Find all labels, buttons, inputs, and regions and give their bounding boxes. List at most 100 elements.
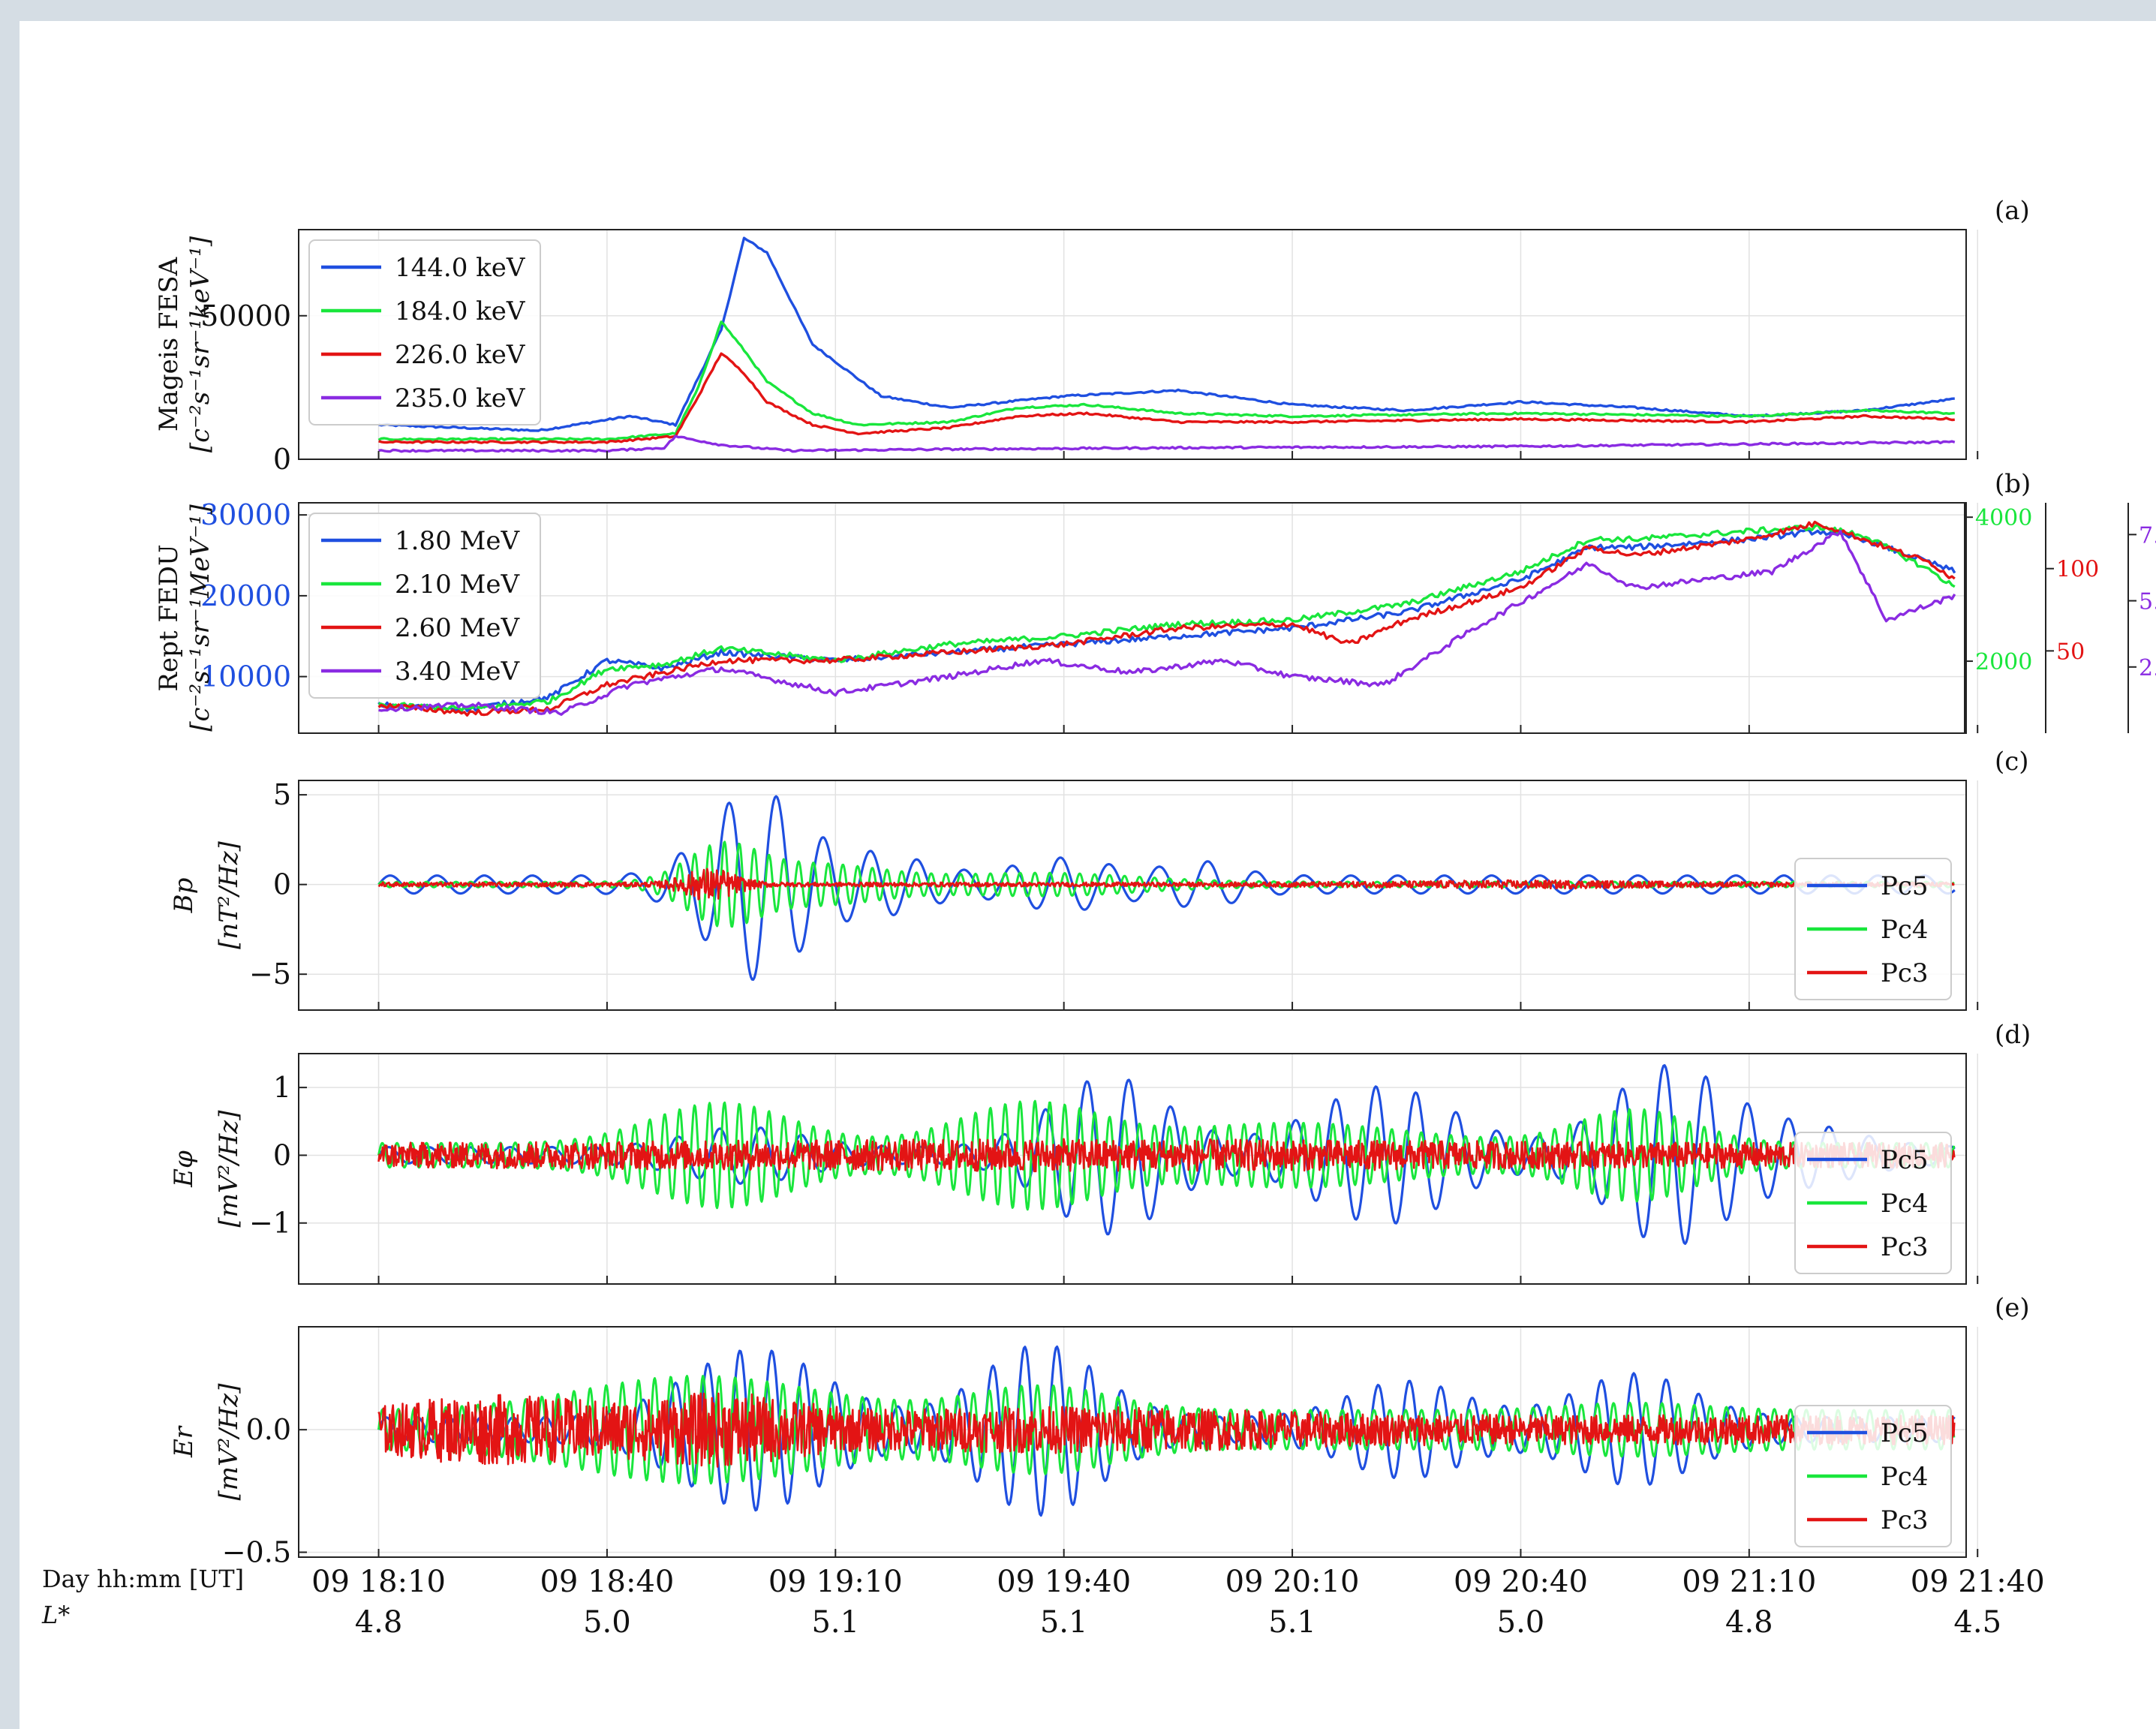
panel-a-series-2: [378, 352, 1955, 444]
x-tick-lstar-label: 4.8: [355, 1605, 403, 1640]
panel-e-legend-label-2: Pc3: [1881, 1505, 1929, 1535]
panel-a-legend: 144.0 keV 184.0 keV 226.0 keV 235.0 keV: [308, 239, 541, 425]
panel-c-frame: [298, 780, 1967, 1011]
panel-c-ytick-label: −5: [249, 958, 291, 991]
panel-a-ytick-label: 50000: [200, 299, 291, 332]
panel-b-ylabel-line2: [c⁻²s⁻¹sr⁻¹MeV⁻¹]: [185, 504, 215, 732]
panel-a-legend-box: [308, 239, 541, 425]
x-tick-time-label: 09 19:40: [997, 1565, 1131, 1599]
panel-a-legend-label-3: 235.0 keV: [395, 383, 526, 413]
panel-c-legend-box: [1794, 858, 1952, 1000]
panel-d-ytick-label: 1: [273, 1071, 291, 1104]
panel-e-ytick-label: 0.0: [246, 1413, 291, 1446]
panel-b-legend-box: [308, 513, 541, 699]
panel-c-series-group: [377, 795, 1956, 982]
panel-b-twin-tick-label: 2000: [1975, 649, 2032, 675]
panel-b-ylabel: Rept FEDU [c⁻²s⁻¹sr⁻¹MeV⁻¹]: [154, 504, 215, 732]
panel-a-ylabel-line1: Mageis FESA: [154, 257, 184, 431]
panel-b-twin-tick-label: 4000: [1975, 505, 2032, 531]
x-axis-lstar-label: L*: [41, 1601, 70, 1629]
x-tick-lstar-label: 4.8: [1725, 1605, 1773, 1640]
x-tick-lstar-label: 4.5: [1953, 1605, 2001, 1640]
panel-d-series-pc4: [377, 1099, 1956, 1211]
panel-c-ylabel-line2: [nT²/Hz]: [214, 840, 244, 949]
panel-c-ytick-label: 5: [273, 778, 291, 811]
panel-e-series-pc4: [377, 1375, 1956, 1485]
x-tick-time-label: 09 21:10: [1682, 1565, 1816, 1599]
panel-b-legend-label-2: 2.60 MeV: [395, 613, 520, 643]
x-tick-time-label: 09 18:10: [311, 1565, 446, 1599]
panel-e-label: (e): [1995, 1293, 2030, 1323]
panel-e-series-pc3: [377, 1392, 1956, 1468]
panel-b-twin-tick-label: 2.5: [2139, 655, 2156, 681]
panel-c-legend-label-2: Pc3: [1881, 958, 1929, 988]
panel-e-frame: [298, 1326, 1967, 1558]
panel-d-legend: Pc5 Pc4 Pc3: [1794, 1132, 1952, 1274]
panel-e-ylabel-line1: Er: [169, 1425, 199, 1458]
panel-b-series-2: [377, 520, 1956, 717]
panel-d-legend-label-0: Pc5: [1881, 1145, 1929, 1175]
panel-a-series-3: [378, 435, 1956, 453]
panel-b-series-1: [378, 523, 1956, 712]
panel-e-legend-box: [1794, 1405, 1952, 1547]
data-layer: [377, 236, 1956, 1517]
panel-c-legend: Pc5 Pc4 Pc3: [1794, 858, 1952, 1000]
panel-c-legend-label-1: Pc4: [1881, 915, 1929, 945]
panel-a-series-0: [378, 236, 1955, 432]
panel-d-legend-label-1: Pc4: [1881, 1189, 1929, 1219]
panel-c-legend-label-0: Pc5: [1881, 871, 1929, 901]
panel-a-legend-label-2: 226.0 keV: [395, 340, 526, 370]
panel-b-ytick-label: 30000: [200, 498, 291, 531]
panel-b-frame: [298, 502, 1967, 734]
x-tick-time-label: 09 20:10: [1225, 1565, 1360, 1599]
panel-d-ylabel-line2: [mV²/Hz]: [214, 1110, 244, 1228]
x-axis-time-label: Day hh:mm [UT]: [42, 1565, 244, 1593]
panel-a-label: (a): [1995, 196, 2030, 226]
panel-c-ylabel-line1: Bp: [169, 878, 199, 914]
panel-a-ylabel-line2: [c⁻²s⁻¹sr⁻¹keV⁻¹]: [185, 236, 215, 453]
x-tick-lstar-label: 5.1: [1268, 1605, 1316, 1640]
panel-b-series-group: [377, 520, 1956, 717]
panel-d-legend-label-2: Pc3: [1881, 1232, 1929, 1262]
x-tick-time-label: 09 21:40: [1911, 1565, 2045, 1599]
panel-a-frame: [298, 229, 1967, 460]
panel-b-twin-tick-label: 7.5: [2139, 522, 2156, 549]
panel-d-series-group: [377, 1063, 1956, 1245]
x-tick-lstar-label: 5.1: [1040, 1605, 1088, 1640]
panel-b-legend-label-0: 1.80 MeV: [395, 526, 520, 556]
panel-b-legend: 1.80 MeV 2.10 MeV 2.60 MeV 3.40 MeV: [308, 513, 541, 699]
x-tick-lstar-label: 5.0: [583, 1605, 631, 1640]
panel-c-ytick-label: 0: [273, 868, 291, 901]
panel-a-legend-label-1: 184.0 keV: [395, 296, 526, 326]
panel-e-ytick-label: −0.5: [222, 1535, 291, 1568]
panel-a-series-group: [377, 236, 1956, 453]
panel-c-ylabel: Bp [nT²/Hz]: [169, 840, 244, 949]
panel-d-frame: [298, 1053, 1967, 1285]
panel-e-legend-label-1: Pc4: [1881, 1462, 1929, 1492]
panel-c-series-pc3: [377, 868, 1955, 901]
x-tick-time-label: 09 19:10: [768, 1565, 903, 1599]
panel-d-label: (d): [1995, 1020, 2031, 1050]
panel-e-series-group: [377, 1345, 1956, 1517]
figure-page: 0 50000 Mageis FESA [c⁻²s⁻¹sr⁻¹keV⁻¹] (a) 144…: [20, 21, 2156, 1729]
panel-b-series-3: [378, 530, 1956, 716]
x-tick-lstar-label: 5.1: [811, 1605, 859, 1640]
x-tick-time-label: 09 20:40: [1454, 1565, 1588, 1599]
panel-d-ytick-label: −1: [249, 1207, 291, 1240]
panel-e-ylabel-line2: [mV²/Hz]: [214, 1383, 244, 1501]
x-tick-lstar-label: 5.0: [1497, 1605, 1545, 1640]
panel-b-ytick-label: 20000: [200, 579, 291, 612]
panel-b-twin-tick-label: 50: [2056, 639, 2085, 665]
panel-c-series-pc5: [377, 795, 1956, 982]
panel-b-legend-label-3: 3.40 MeV: [395, 657, 520, 687]
panel-e-legend-label-0: Pc5: [1881, 1418, 1929, 1448]
panel-c-label: (c): [1995, 747, 2029, 777]
panel-b-ylabel-line1: Rept FEDU: [154, 544, 184, 691]
panel-d-ylabel: Eφ [mV²/Hz]: [169, 1110, 244, 1228]
panel-a-ylabel: Mageis FESA [c⁻²s⁻¹sr⁻¹keV⁻¹]: [154, 236, 215, 453]
panel-e-ylabel: Er [mV²/Hz]: [169, 1383, 244, 1501]
panel-d-legend-box: [1794, 1132, 1952, 1274]
panel-a-series-1: [377, 320, 1955, 442]
